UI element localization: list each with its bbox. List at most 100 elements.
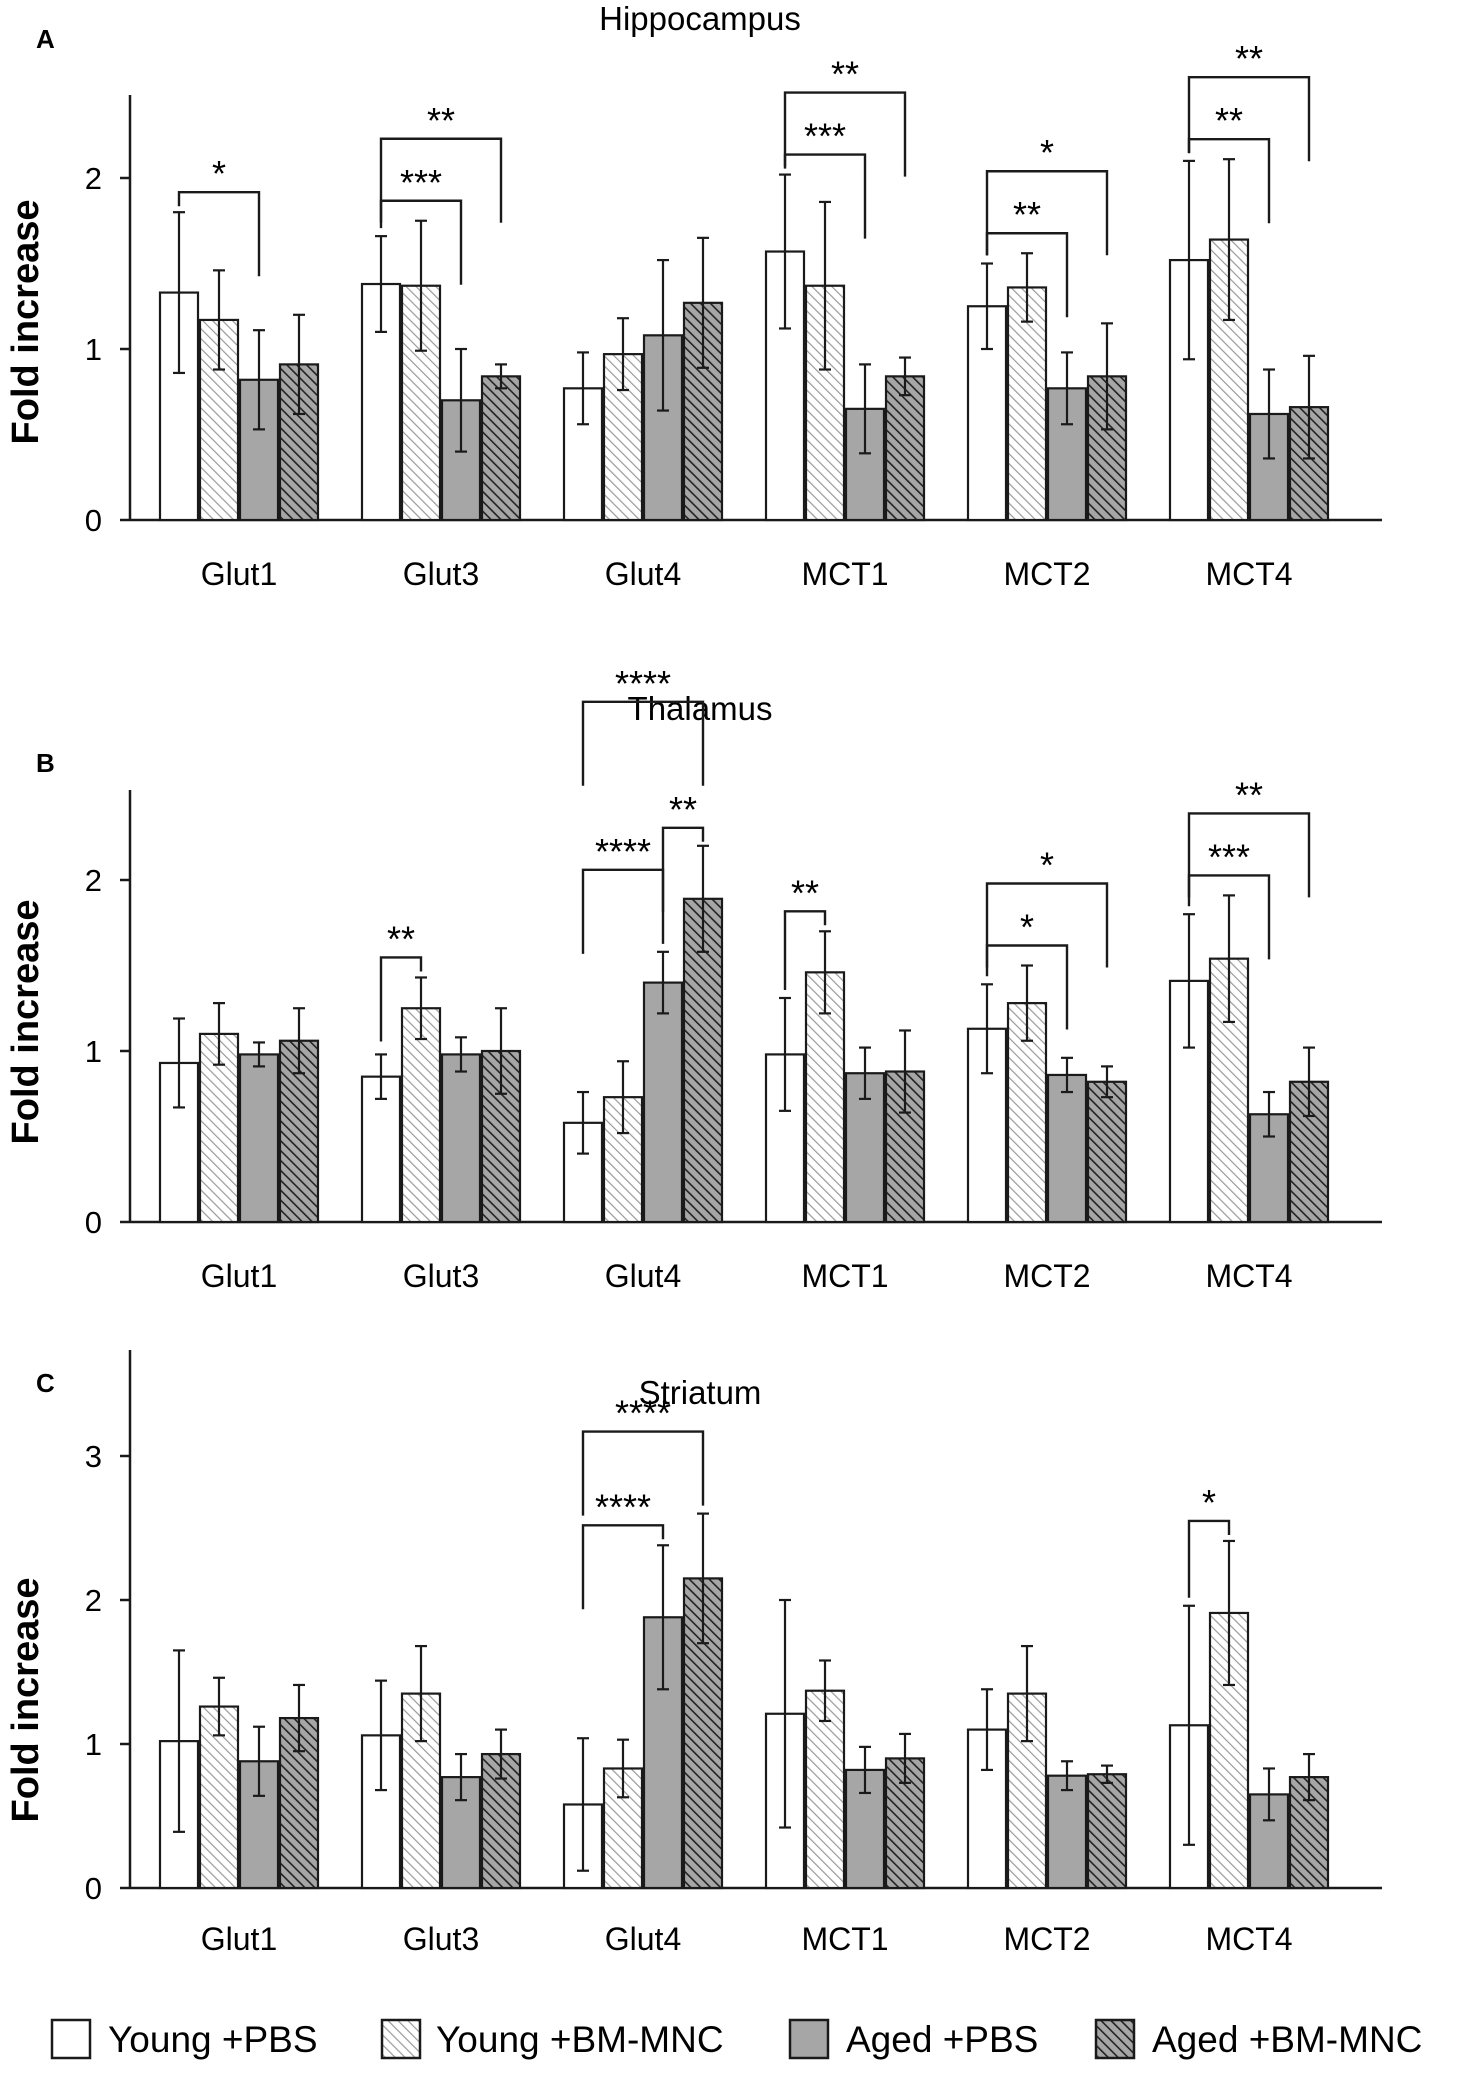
y-tick-label: 2 (85, 161, 102, 196)
error-bar-young-pbs-glut4 (577, 351, 589, 426)
panel-b: B Thalamus Fold increase 0 1 2 Glut1 Glut3 Gl… (5, 663, 1382, 1294)
error-bar-young-pbs-mct1 (779, 1598, 791, 1829)
y-tick-label: 1 (85, 332, 102, 367)
significance-bracket-line (379, 956, 423, 1042)
panel-b-label: B (36, 748, 55, 778)
error-bar-aged-bm-mnc-glut3 (495, 1007, 507, 1095)
error-bar-young-pbs-mct1 (779, 173, 791, 330)
error-bar-aged-bm-mnc-glut4 (697, 844, 709, 953)
bar-young-bm-mnc-mct1 (804, 1689, 846, 1890)
panel-b-y-axis-label: Fold increase (5, 900, 47, 1145)
legend-swatch-aged-bmmnc (1094, 2018, 1136, 2060)
bar-young-bm-mnc-mct2 (1006, 286, 1048, 522)
significance-bracket-glut4: **** (581, 831, 665, 954)
error-bar-aged-bm-mnc-glut1 (293, 1007, 305, 1075)
bar-aged-pbs-glut1 (238, 1053, 280, 1224)
error-bar-aged-bm-mnc-mct1 (899, 1029, 911, 1114)
significance-label: *** (1208, 836, 1250, 877)
significance-label: **** (595, 831, 651, 872)
significance-bracket-glut4: **** (581, 1393, 705, 1516)
legend-swatch-young-bmmnc (380, 2018, 422, 2060)
significance-label: * (1202, 1482, 1216, 1523)
error-bar-young-pbs-mct4 (1183, 159, 1195, 361)
x-tick-label-mct2: MCT2 (1003, 556, 1090, 592)
panel-a-y-axis-label: Fold increase (5, 200, 47, 445)
x-tick-label-glut1: Glut1 (201, 1921, 277, 1957)
panel-c-title: Striatum (639, 1374, 762, 1411)
error-bar-young-bm-mnc-mct4 (1223, 894, 1235, 1024)
error-bar-young-pbs-glut1 (173, 1017, 185, 1109)
significance-bracket-mct4: ** (1187, 38, 1311, 162)
x-tick-label-mct2: MCT2 (1003, 1258, 1090, 1294)
error-bar-aged-pbs-glut3 (455, 1752, 467, 1802)
significance-label: ** (387, 918, 415, 959)
x-tick-label-glut4: Glut4 (605, 556, 681, 592)
significance-bracket-glut1: * (177, 153, 261, 277)
error-bar-aged-pbs-glut3 (455, 347, 467, 453)
error-bar-aged-bm-mnc-glut3 (495, 1728, 507, 1780)
significance-bracket-line (1187, 1519, 1231, 1598)
legend-label-young-pbs: Young +PBS (108, 2019, 318, 2060)
error-bar-aged-pbs-glut4 (657, 258, 669, 412)
significance-bracket-glut4: ** (661, 789, 705, 912)
error-bar-young-bm-mnc-mct2 (1021, 252, 1033, 323)
significance-bracket-mct2: ** (985, 194, 1069, 318)
error-bar-aged-pbs-glut1 (253, 1041, 265, 1068)
x-tick-label-mct1: MCT1 (801, 1921, 888, 1957)
error-bar-aged-pbs-mct2 (1061, 1760, 1073, 1792)
error-bar-aged-pbs-glut4 (657, 950, 669, 1015)
error-bar-young-bm-mnc-mct1 (819, 930, 831, 1015)
y-tick-label: 0 (85, 503, 102, 538)
significance-label: ** (427, 100, 455, 141)
legend-item-young-bmmnc: Young +BM-MNC (380, 2018, 724, 2060)
panel-a-label: A (36, 24, 55, 54)
significance-bracket-line (177, 191, 261, 277)
significance-bracket-line (581, 868, 665, 954)
x-tick-label-mct1: MCT1 (801, 1258, 888, 1294)
significance-label: **** (595, 1486, 651, 1527)
significance-bracket-mct1: ** (783, 54, 907, 177)
significance-label: ** (1013, 194, 1041, 235)
x-tick-label-glut4: Glut4 (605, 1258, 681, 1294)
error-bar-young-pbs-glut4 (577, 1090, 589, 1155)
bar-aged-bm-mnc-glut3 (480, 375, 522, 522)
error-bar-young-bm-mnc-glut3 (415, 1644, 427, 1743)
significance-bracket-line (985, 170, 1109, 256)
error-bar-aged-pbs-glut1 (253, 1725, 265, 1797)
significance-label: ** (1235, 774, 1263, 815)
error-bar-young-pbs-mct4 (1183, 913, 1195, 1049)
error-bar-young-pbs-glut1 (173, 1649, 185, 1833)
error-bar-aged-bm-mnc-glut3 (495, 363, 507, 390)
bar-aged-bm-mnc-mct2 (1086, 1773, 1128, 1890)
significance-bracket-line (783, 910, 827, 990)
significance-label: *** (400, 162, 442, 203)
x-tick-label-glut1: Glut1 (201, 556, 277, 592)
error-bar-aged-pbs-mct4 (1263, 368, 1275, 460)
legend-item-young-pbs: Young +PBS (50, 2018, 318, 2060)
bar-aged-pbs-mct2 (1046, 1073, 1088, 1224)
x-tick-label-glut1: Glut1 (201, 1258, 277, 1294)
panel-c-y-axis-label: Fold increase (5, 1578, 47, 1823)
significance-bracket-glut3: *** (379, 162, 463, 285)
x-tick-label-mct2: MCT2 (1003, 1921, 1090, 1957)
error-bar-aged-pbs-glut1 (253, 329, 265, 431)
x-tick-label-mct4: MCT4 (1205, 556, 1292, 592)
error-bar-aged-bm-mnc-mct1 (899, 356, 911, 397)
y-tick-label: 1 (85, 1727, 102, 1762)
error-bar-aged-bm-mnc-mct2 (1101, 322, 1113, 431)
error-bar-young-bm-mnc-mct4 (1223, 158, 1235, 322)
error-bar-young-bm-mnc-glut1 (213, 1676, 225, 1737)
legend-item-aged-bmmnc: Aged +BM-MNC (1094, 2018, 1422, 2060)
significance-bracket-line (581, 700, 705, 786)
x-tick-label-mct1: MCT1 (801, 556, 888, 592)
error-bar-young-pbs-mct2 (981, 262, 993, 351)
significance-label: ** (791, 872, 819, 913)
error-bar-aged-pbs-mct1 (859, 1745, 871, 1795)
bar-aged-bm-mnc-mct1 (884, 375, 926, 522)
bar-young-bm-mnc-glut4 (602, 1096, 644, 1224)
legend-label-aged-pbs: Aged +PBS (846, 2019, 1038, 2060)
significance-label: * (212, 153, 226, 194)
bar-aged-bm-mnc-mct4 (1288, 406, 1330, 522)
